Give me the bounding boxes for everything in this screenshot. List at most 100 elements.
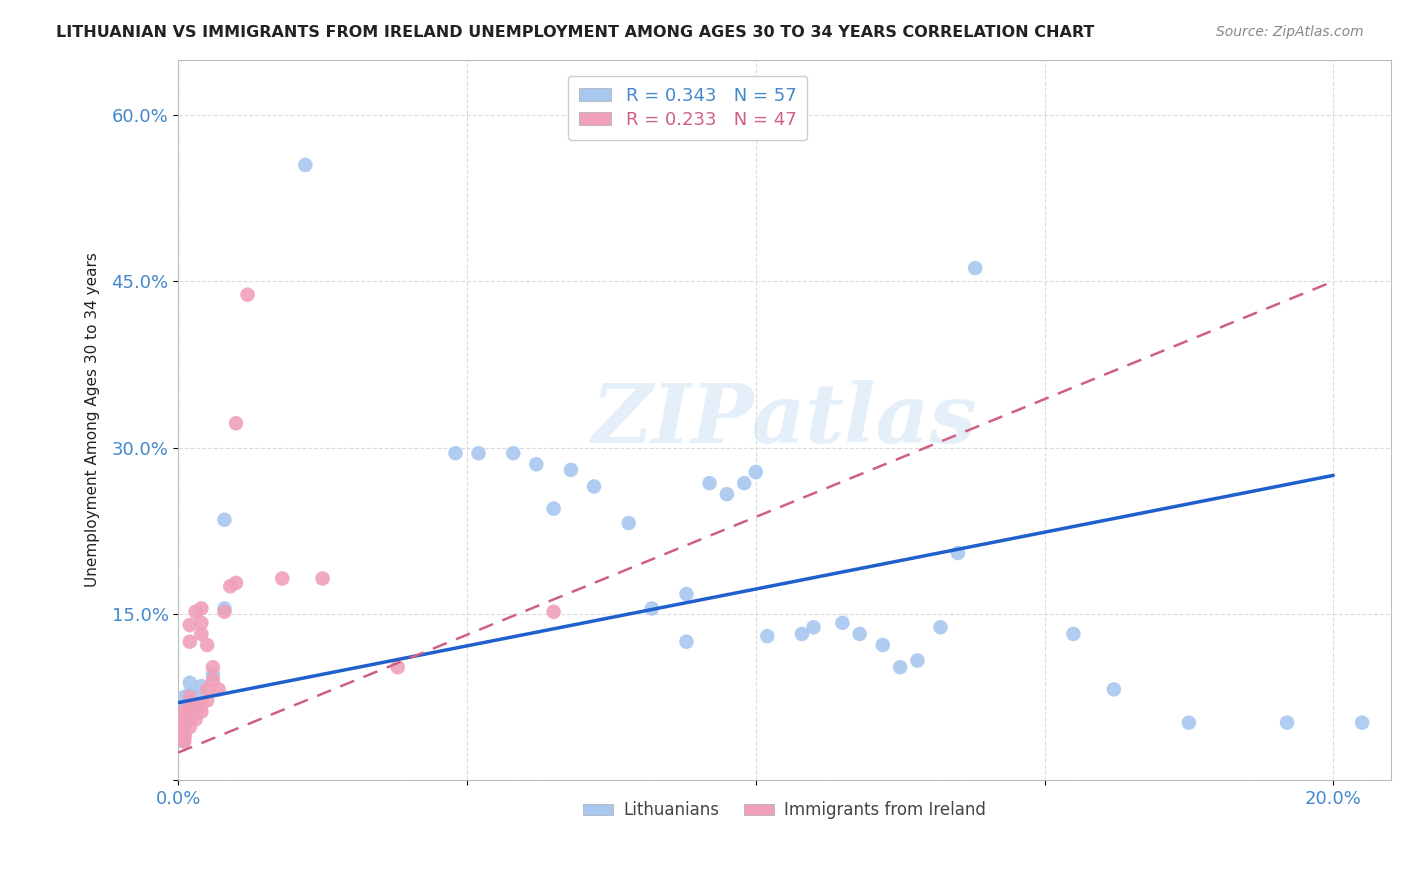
Point	[543, 501, 565, 516]
Point	[173, 690, 195, 705]
Point	[184, 705, 207, 719]
Point	[745, 465, 768, 479]
Point	[173, 718, 195, 732]
Point	[1275, 715, 1298, 730]
Point	[179, 720, 201, 734]
Point	[1351, 715, 1374, 730]
Point	[271, 572, 294, 586]
Point	[179, 701, 201, 715]
Point	[173, 715, 195, 730]
Point	[1062, 627, 1084, 641]
Point	[524, 458, 547, 472]
Point	[208, 682, 231, 697]
Point	[173, 729, 195, 743]
Point	[173, 731, 195, 746]
Point	[173, 734, 195, 748]
Y-axis label: Unemployment Among Ages 30 to 34 years: Unemployment Among Ages 30 to 34 years	[86, 252, 100, 588]
Point	[929, 620, 952, 634]
Point	[179, 705, 201, 719]
Point	[173, 720, 195, 734]
Point	[173, 712, 195, 726]
Point	[173, 720, 195, 734]
Point	[190, 679, 212, 693]
Point	[173, 723, 195, 738]
Point	[641, 601, 664, 615]
Point	[1178, 715, 1201, 730]
Point	[190, 705, 212, 719]
Point	[184, 701, 207, 715]
Point	[190, 615, 212, 630]
Point	[699, 476, 721, 491]
Point	[184, 605, 207, 619]
Point	[803, 620, 825, 634]
Point	[173, 731, 195, 746]
Point	[184, 698, 207, 712]
Text: Source: ZipAtlas.com: Source: ZipAtlas.com	[1216, 25, 1364, 39]
Point	[790, 627, 813, 641]
Point	[173, 727, 195, 741]
Point	[173, 706, 195, 721]
Point	[173, 715, 195, 730]
Point	[214, 513, 236, 527]
Point	[173, 698, 195, 712]
Point	[179, 712, 201, 726]
Point	[756, 629, 779, 643]
Point	[173, 705, 195, 719]
Point	[387, 660, 409, 674]
Point	[179, 698, 201, 712]
Point	[872, 638, 894, 652]
Point	[184, 701, 207, 715]
Point	[225, 576, 247, 591]
Point	[173, 712, 195, 726]
Point	[583, 479, 606, 493]
Point	[173, 709, 195, 723]
Point	[190, 601, 212, 615]
Point	[889, 660, 911, 674]
Point	[184, 690, 207, 705]
Point	[173, 727, 195, 741]
Point	[184, 712, 207, 726]
Point	[190, 698, 212, 712]
Point	[195, 682, 218, 697]
Point	[311, 572, 333, 586]
Point	[675, 634, 697, 648]
Point	[195, 693, 218, 707]
Point	[907, 654, 929, 668]
Point	[179, 634, 201, 648]
Point	[173, 723, 195, 738]
Point	[617, 516, 640, 530]
Point	[173, 729, 195, 743]
Text: LITHUANIAN VS IMMIGRANTS FROM IRELAND UNEMPLOYMENT AMONG AGES 30 TO 34 YEARS COR: LITHUANIAN VS IMMIGRANTS FROM IRELAND UN…	[56, 25, 1095, 40]
Point	[173, 731, 195, 746]
Point	[173, 734, 195, 748]
Point	[831, 615, 853, 630]
Point	[965, 261, 987, 276]
Point	[467, 446, 489, 460]
Point	[219, 579, 242, 593]
Point	[195, 638, 218, 652]
Point	[173, 705, 195, 719]
Text: ZIPatlas: ZIPatlas	[592, 380, 977, 460]
Point	[225, 417, 247, 431]
Point	[294, 158, 316, 172]
Point	[179, 712, 201, 726]
Point	[179, 687, 201, 701]
Point	[502, 446, 524, 460]
Point	[179, 693, 201, 707]
Point	[173, 731, 195, 746]
Point	[201, 660, 224, 674]
Point	[214, 605, 236, 619]
Point	[179, 618, 201, 632]
Point	[716, 487, 738, 501]
Point	[173, 723, 195, 738]
Point	[214, 601, 236, 615]
Point	[173, 729, 195, 743]
Point	[733, 476, 755, 491]
Point	[444, 446, 467, 460]
Point	[201, 673, 224, 688]
Point	[543, 605, 565, 619]
Point	[236, 287, 259, 301]
Point	[179, 690, 201, 705]
Point	[190, 627, 212, 641]
Point	[946, 546, 969, 560]
